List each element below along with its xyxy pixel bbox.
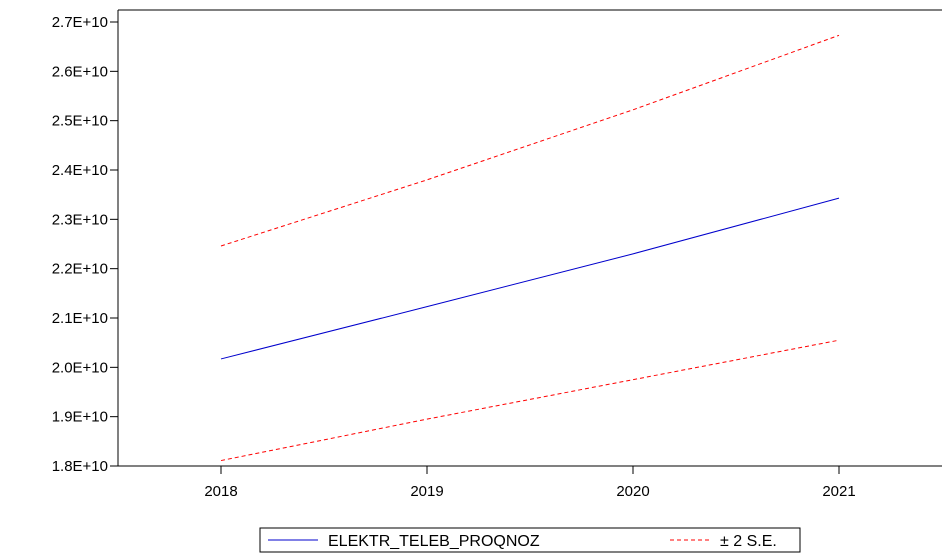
- y-tick-label: 1.9E+10: [52, 409, 108, 426]
- x-tick-label: 2020: [616, 483, 649, 500]
- x-tick-label: 2018: [204, 483, 237, 500]
- y-axis: 1.8E+10 1.9E+10 2.0E+10 2.1E+10 2.2E+10 2.3E+…: [52, 14, 118, 475]
- y-tick-label: 2.4E+10: [52, 162, 108, 179]
- y-tick-label: 1.8E+10: [52, 458, 108, 475]
- y-tick-label: 2.7E+10: [52, 14, 108, 31]
- series-layer: [220, 34, 840, 462]
- legend: ELEKTR_TELEB_PROQNOZ ± 2 S.E.: [259, 527, 801, 553]
- y-tick-label: 2.5E+10: [52, 113, 108, 130]
- x-tick-label: 2019: [410, 483, 443, 500]
- legend-label-se: ± 2 S.E.: [720, 533, 777, 550]
- series-line-forecast: [220, 197, 840, 360]
- x-tick-label: 2021: [822, 483, 855, 500]
- legend-label-forecast: ELEKTR_TELEB_PROQNOZ: [328, 533, 540, 550]
- y-tick-label: 2.1E+10: [52, 310, 108, 327]
- y-tick-label: 2.2E+10: [52, 261, 108, 278]
- legend-box: [259, 527, 801, 553]
- series-line-upper-band: [220, 34, 840, 247]
- plot-frame: [117, 9, 942, 467]
- series-line-lower-band: [220, 339, 840, 462]
- y-tick-label: 2.6E+10: [52, 63, 108, 80]
- x-axis: 2018 2019 2020 2021: [204, 466, 856, 500]
- y-tick-label: 2.0E+10: [52, 359, 108, 376]
- y-tick-label: 2.3E+10: [52, 211, 108, 228]
